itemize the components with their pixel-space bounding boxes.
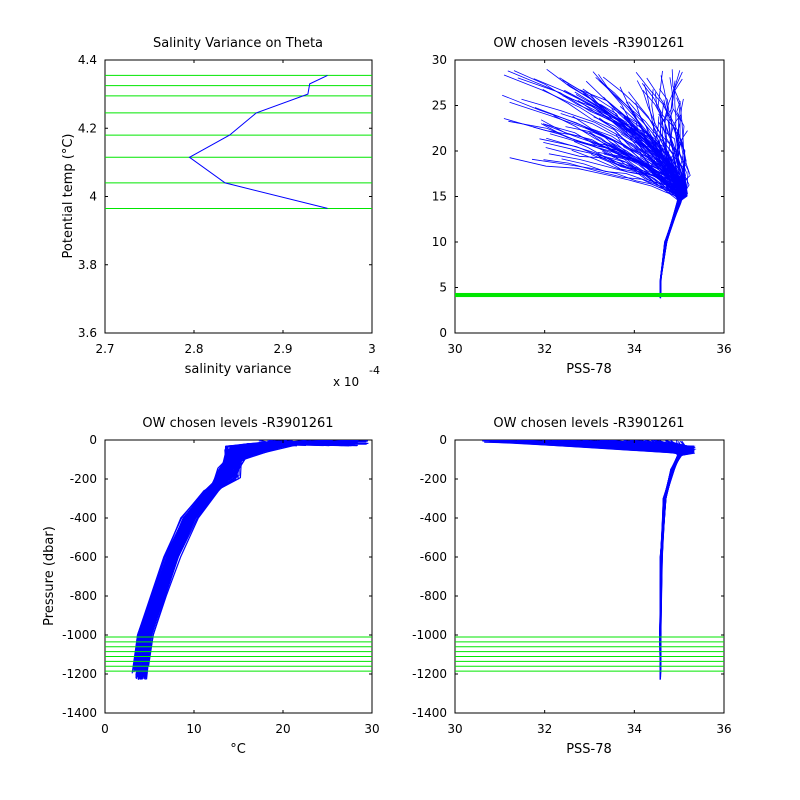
chart-title: OW chosen levels -R3901261 [493,36,684,51]
subplot-theta-salinity: 30 32 34 36 0 5 10 15 20 25 30 OW chosen levels -R… [432,36,732,377]
temp-profile [140,443,295,679]
x-tick-label: 30 [447,722,462,736]
chart-title: OW chosen levels -R3901261 [142,416,333,431]
data-series [131,440,369,680]
x-axis-label: salinity variance [185,362,292,377]
plot-frame [454,439,725,714]
x-tick-label: 36 [716,722,731,736]
y-tick-label: -200 [70,472,97,486]
x-tick-label: 30 [364,722,379,736]
y-tick-label: 4.4 [78,53,97,67]
y-tick-label: -1400 [62,706,97,720]
axis-ticks: 30 32 34 36 0 5 10 15 20 25 30 [432,53,732,356]
plot-frame [104,59,373,334]
y-tick-label: 15 [432,190,447,204]
variance-line [188,74,328,209]
y-tick-label: -1400 [412,706,447,720]
ts-profile [610,111,682,289]
x-tick-label: 34 [627,342,642,356]
subplot-salinity-variance: 2.7 2.8 2.9 3 3.6 3.8 4 4.2 4.4 Salinity Varianc… [61,36,380,389]
y-tick-label: 4 [89,190,97,204]
y-tick-label: 10 [432,235,447,249]
x-axis-label: PSS-78 [566,742,612,757]
plot-frame [104,439,373,714]
y-axis-label: Pressure (dbar) [42,526,57,626]
y-tick-label: 3.8 [78,258,97,272]
y-tick-label: -1000 [62,628,97,642]
subplot-temperature-pressure: 0 10 20 300-200-400-600-800-1000-1200-1400 … [42,416,380,757]
y-tick-label: 0 [439,326,447,340]
axis-ticks: 2.7 2.8 2.9 3 3.6 3.8 4 4.2 4.4 [78,53,376,356]
ts-profile [619,112,681,298]
temp-profile [145,440,296,668]
x-tick-label: 2.9 [273,342,292,356]
y-tick-label: -1000 [412,628,447,642]
x-multiplier-exponent: -4 [369,364,380,377]
axis-ticks: 30 32 34 36 0 -200 -400 -600 -800 -1000 -1200 -1400 [412,433,732,736]
x-axis-label: PSS-78 [566,362,612,377]
level-lines [105,636,372,672]
subplot-salinity-pressure: 30 32 34 36 0 -200 -400 -600 -800 -1000 -1200 -1400… [412,416,732,757]
level-lines [105,74,372,209]
x-tick-label: 2.8 [184,342,203,356]
ts-profile [589,132,680,202]
y-tick-label: -600 [420,550,447,564]
x-tick-label: 3 [368,342,376,356]
y-tick-label: 20 [432,144,447,158]
temp-profile [146,440,321,668]
y-tick-label: -800 [420,589,447,603]
y-tick-label: -400 [70,511,97,525]
x-tick-label: 34 [627,722,642,736]
x-tick-label: 0 [101,722,109,736]
salinity-profile [551,441,694,678]
data-series [482,440,697,680]
x-multiplier: x 10 [333,375,359,389]
y-tick-label: 30 [432,53,447,67]
x-tick-label: 32 [537,342,552,356]
x-tick-label: 2.7 [95,342,114,356]
ts-profile [531,158,681,298]
level-lines [455,636,724,672]
data-series [502,68,691,299]
ts-profile [589,93,682,286]
data-series [188,74,328,209]
y-tick-label: -1200 [62,667,97,681]
temp-profile [144,442,285,680]
y-tick-label: 0 [439,433,447,447]
y-tick-label: 0 [89,433,97,447]
y-tick-label: 25 [432,99,447,113]
level-band [455,292,724,298]
y-tick-label: 4.2 [78,121,97,135]
level-band [455,292,724,298]
y-tick-label: -800 [70,589,97,603]
x-axis-label: °C [230,742,246,757]
x-tick-label: 20 [275,722,290,736]
axis-ticks: 0 10 20 30 0 -200 -400 -600 -800 -1000 -1200 -1400 [62,433,380,736]
temp-profile [141,443,267,678]
y-tick-label: 3.6 [78,326,97,340]
x-tick-label: 30 [447,342,462,356]
x-tick-label: 32 [537,722,552,736]
x-tick-label: 10 [186,722,201,736]
x-tick-label: 36 [716,342,731,356]
y-tick-label: -400 [420,511,447,525]
y-tick-label: -200 [420,472,447,486]
y-tick-label: -600 [70,550,97,564]
y-axis-label: Potential temp (°C) [61,134,76,259]
chart-title: OW chosen levels -R3901261 [493,416,684,431]
y-tick-label: -1200 [412,667,447,681]
y-tick-label: 5 [439,281,447,295]
chart-title: Salinity Variance on Theta [153,36,323,51]
